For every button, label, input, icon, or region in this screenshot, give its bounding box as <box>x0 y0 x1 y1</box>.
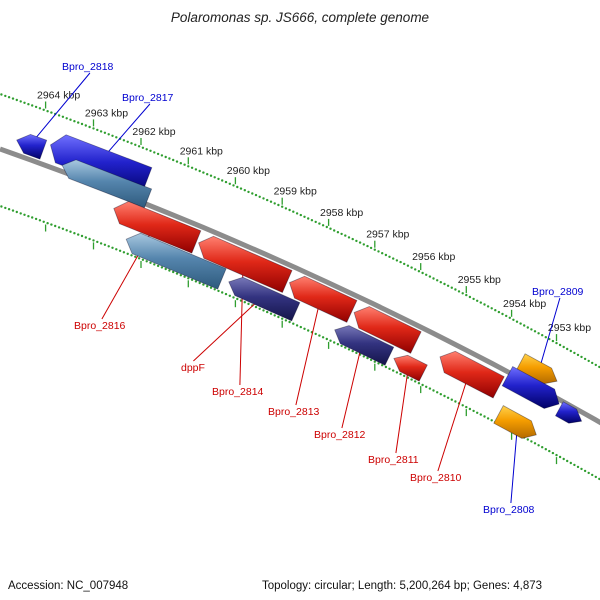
ruler-label-2959: 2959 kbp <box>274 186 317 198</box>
gene-arrow-bpro-2812[interactable] <box>334 325 395 366</box>
ruler-label-2955: 2955 kbp <box>458 274 501 286</box>
ruler-label-2964: 2964 kbp <box>37 90 80 102</box>
genome-summary-text: Topology: circular; Length: 5,200,264 bp… <box>262 580 543 592</box>
gene-arrow-bpro-2814[interactable] <box>198 235 293 294</box>
gene-leader-bpro-2810 <box>437 371 470 472</box>
gene-leader-bpro-2813 <box>295 296 322 406</box>
gene-arrow-gene-c[interactable] <box>353 306 422 354</box>
gene-leader-bpro-2812 <box>341 342 363 429</box>
gene-arrow-bpro-2808[interactable] <box>493 405 537 439</box>
gene-label-bpro-2811[interactable]: Bpro_2811 <box>368 454 419 466</box>
gene-label-bpro-2814[interactable]: Bpro_2814 <box>212 386 264 398</box>
gene-arrow-bpro-2810[interactable] <box>439 350 505 399</box>
gene-label-bpro-2812[interactable]: Bpro_2812 <box>314 429 366 441</box>
ruler-label-2963: 2963 kbp <box>85 107 128 119</box>
ruler-label-2958: 2958 kbp <box>320 207 363 219</box>
gene-label-bpro-2818[interactable]: Bpro_2818 <box>62 61 114 73</box>
gene-arrow-gene-e[interactable] <box>554 401 583 424</box>
accession-text: Accession: NC_007948 <box>8 580 129 592</box>
gene-label-bpro-2813[interactable]: Bpro_2813 <box>268 406 320 418</box>
gene-arrow-gene-b[interactable] <box>125 232 227 290</box>
gene-arrow-bpro-2813[interactable] <box>289 275 358 323</box>
ruler-label-2954: 2954 kbp <box>503 298 546 310</box>
ruler-label-2961: 2961 kbp <box>180 145 223 157</box>
status-bar: Accession: NC_007948 Topology: circular;… <box>0 577 600 592</box>
gene-label-bpro-2816[interactable]: Bpro_2816 <box>74 320 126 332</box>
gene-label-bpro-2810[interactable]: Bpro_2810 <box>410 472 462 484</box>
gene-label-dppf[interactable]: dppF <box>181 362 205 374</box>
gene-label-bpro-2817[interactable]: Bpro_2817 <box>122 92 174 104</box>
gene-arrow-bpro-2816[interactable] <box>113 201 202 254</box>
gene-leader-bpro-2818 <box>29 72 91 146</box>
gene-arrow-gene-a[interactable] <box>61 159 153 209</box>
gene-arrow-bpro-2818[interactable] <box>16 133 48 160</box>
ruler-label-2957: 2957 kbp <box>366 229 409 241</box>
ruler-label-2960: 2960 kbp <box>227 165 270 177</box>
ruler-dots <box>0 93 600 481</box>
gene-arrow-bpro-2811[interactable] <box>393 354 428 382</box>
ruler-scale: 2964 kbp 2963 kbp 2962 kbp 2961 kbp 2960 kbp… <box>37 90 591 465</box>
gene-label-bpro-2808[interactable]: Bpro_2808 <box>483 504 535 516</box>
gene-track <box>16 133 583 439</box>
ruler-label-2956: 2956 kbp <box>412 251 455 263</box>
ruler-label-2953: 2953 kbp <box>548 322 591 334</box>
gene-arrow-dppf[interactable] <box>228 276 301 322</box>
gene-leader-bpro-2808 <box>510 424 518 504</box>
gene-labels: Bpro_2818 Bpro_2817 Bpro_2816 Bpro_2814 dppF… <box>62 61 584 516</box>
gene-arrow-bpro-2809[interactable] <box>501 365 560 409</box>
figure-title: Polaromonas sp. JS666, complete genome <box>170 10 430 25</box>
gene-leader-bpro-2811 <box>395 365 410 454</box>
gene-label-bpro-2809[interactable]: Bpro_2809 <box>532 286 584 298</box>
gene-leader-dppf <box>193 296 263 362</box>
ruler-label-2962: 2962 kbp <box>132 126 175 138</box>
